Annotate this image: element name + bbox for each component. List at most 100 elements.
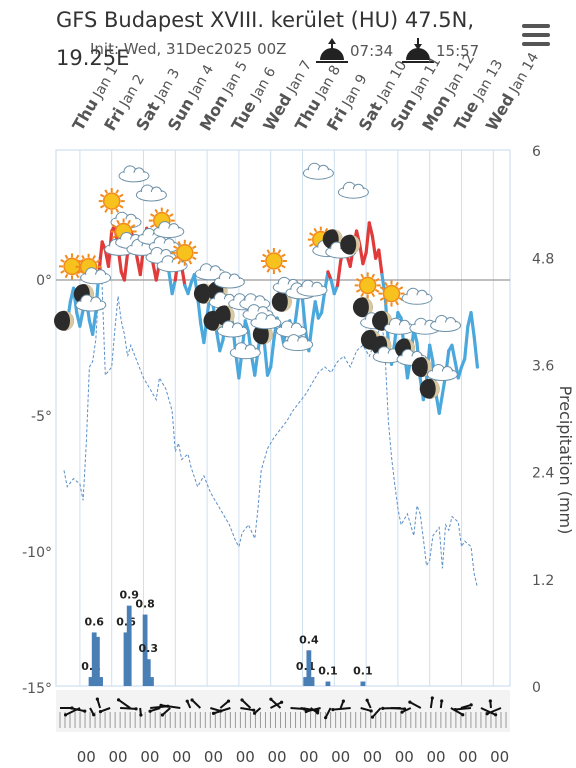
hour-label: 00 (109, 748, 128, 766)
temperature-segment (469, 311, 476, 339)
dewpoint-line (63, 252, 478, 588)
cloud-icon (194, 263, 226, 281)
moon-shadow (419, 378, 440, 399)
hamburger-menu-icon[interactable] (522, 24, 550, 48)
wind-arrow-head (493, 713, 498, 717)
temp-tick-label: -10° (22, 545, 52, 561)
moon-shadow (54, 310, 74, 331)
sun-ray (81, 255, 85, 260)
hour-label: 00 (427, 748, 446, 766)
cloud-icon (430, 315, 462, 332)
temperature-segment (269, 338, 276, 369)
precipitation-axis: Precipitation (mm) 6 4.8 3.6 2.4 1.2 0 (532, 144, 575, 696)
hour-label: 00 (236, 748, 255, 766)
weather-icons (54, 162, 462, 399)
cloud-icon (401, 287, 433, 305)
wind-arrow (213, 707, 231, 715)
sun-ray (277, 249, 282, 254)
sun-ray (309, 232, 314, 236)
wind-arrow-head (252, 708, 256, 712)
wind-arrow (305, 707, 321, 713)
cloud-fill (113, 219, 139, 226)
cloud-fill (386, 325, 413, 332)
moon-crescent (362, 297, 373, 318)
sun-ray (398, 286, 404, 290)
wind-arrow-head (134, 707, 138, 711)
sun-ray (371, 292, 376, 298)
temperature-segment (361, 251, 368, 266)
wind-arrow-head (159, 703, 163, 707)
partly-cloudy-icon (75, 253, 112, 285)
hour-labels: 00 00 00 00 00 00 00 00 00 00 00 00 00 00 (77, 748, 509, 766)
day-date: Jan 1 (88, 63, 122, 105)
cloud-part (80, 267, 112, 285)
cloud-fill (429, 371, 456, 378)
wind-arrow-head (116, 698, 121, 702)
sun-ray (60, 259, 65, 263)
sunset-time: 15:57 (436, 42, 479, 60)
wind-arrow-head (331, 707, 335, 712)
precip-tick-label: 3.6 (532, 359, 554, 375)
cloud-fill (375, 353, 402, 360)
sun-ray (192, 245, 197, 250)
moon-icon (340, 234, 361, 255)
hour-label: 00 (458, 748, 477, 766)
precip-bar (149, 677, 154, 686)
cloud-fill (148, 254, 174, 261)
precip-bar (303, 677, 309, 686)
cloud-fill (327, 249, 354, 256)
sun-ray (384, 300, 388, 306)
sun-ray (266, 268, 271, 273)
sun-ray (99, 204, 105, 209)
sun-ray (360, 292, 365, 298)
wind-arrow (270, 698, 282, 709)
precip-label: 0.1 (296, 660, 316, 673)
moon-shadow (340, 234, 361, 255)
moon-crescent (64, 310, 74, 331)
sun-ray (169, 213, 174, 217)
day-date: Jan 7 (282, 58, 316, 100)
precip-bar (126, 605, 132, 686)
wind-arrow (455, 707, 472, 711)
precip-label: 0.8 (135, 598, 155, 611)
cloud-fill (216, 279, 243, 285)
wind-arrow-head (461, 713, 465, 717)
temperature-segment (377, 248, 384, 277)
wind-arrow-head (211, 711, 216, 715)
wind-arrow (240, 707, 254, 712)
sun-ray (395, 300, 399, 306)
precip-tick-label: 6 (532, 144, 541, 160)
sun-icon (171, 239, 198, 266)
wind-arrow-head (365, 698, 369, 702)
wind-arrow (480, 707, 497, 716)
day-date: Jan 14 (504, 50, 542, 100)
temperature-segment (472, 335, 479, 369)
sun-ray (154, 208, 159, 214)
sun-ray (99, 193, 105, 198)
precip-bar (142, 614, 148, 686)
sun-ray (192, 256, 197, 261)
wind-arrow-head (341, 699, 345, 703)
temperature-axis: 0° -5° -10° -15° (22, 273, 52, 697)
wind-arrow-head (279, 700, 284, 704)
temperature-segment (335, 259, 343, 288)
moon-shadow (271, 291, 292, 312)
temperature-segment (456, 365, 464, 380)
precip-bar (98, 677, 103, 686)
wind-arrow (450, 707, 464, 716)
cloud-fill (197, 270, 224, 277)
temperature-segment (313, 300, 320, 320)
hour-label: 00 (363, 748, 382, 766)
cloud-fill (82, 274, 109, 281)
sun-ray (64, 273, 69, 279)
temperature-segment (364, 221, 371, 255)
sun-ray (374, 278, 380, 282)
moon-shadow (411, 357, 432, 377)
wind-arrow-head (95, 697, 99, 701)
wind-arrow-head (315, 711, 320, 715)
cloud-fill (305, 170, 332, 177)
moon-icon (352, 297, 373, 318)
sun-ray (360, 273, 365, 279)
sun-ray (281, 253, 286, 258)
sun-ray (104, 189, 109, 194)
